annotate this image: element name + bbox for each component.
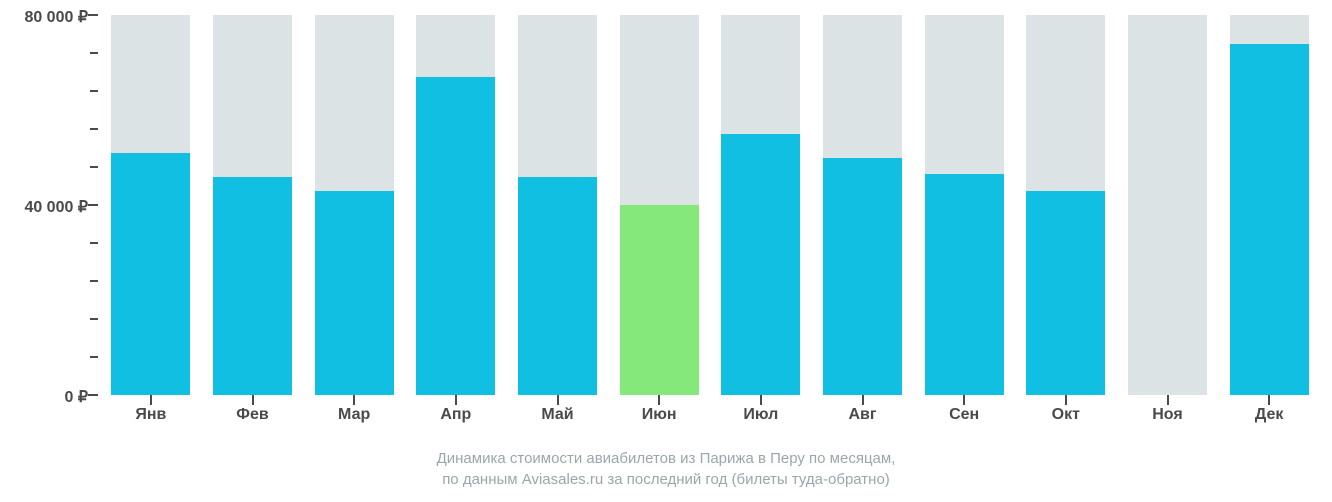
x-axis-label: Апр <box>405 406 507 424</box>
y-axis-label: 0 ₽ <box>64 387 88 407</box>
caption-line-2: по данным Aviasales.ru за последний год … <box>442 471 890 488</box>
x-tick <box>252 395 254 405</box>
bar-slot <box>111 15 190 395</box>
bar-background <box>1128 15 1207 395</box>
x-tick <box>353 395 355 405</box>
x-axis-label: Янв <box>100 406 202 424</box>
x-tick <box>1065 395 1067 405</box>
bar-value <box>823 158 902 396</box>
x-axis-label: Июн <box>608 406 710 424</box>
bar-slot <box>823 15 902 395</box>
x-tick <box>760 395 762 405</box>
x-axis-label: Авг <box>812 406 914 424</box>
y-tick-minor <box>90 90 98 92</box>
y-tick-minor <box>90 52 98 54</box>
x-axis-label: Мар <box>303 406 405 424</box>
x-tick <box>963 395 965 405</box>
bar-slot <box>620 15 699 395</box>
x-axis-label: Май <box>507 406 609 424</box>
bar-slot <box>416 15 495 395</box>
bar-slot <box>1128 15 1207 395</box>
x-axis-label: Окт <box>1015 406 1117 424</box>
x-tick <box>557 395 559 405</box>
bar-slot <box>315 15 394 395</box>
x-tick <box>455 395 457 405</box>
x-axis-label: Июл <box>710 406 812 424</box>
bar-slot <box>213 15 292 395</box>
x-axis-label: Сен <box>913 406 1015 424</box>
x-axis-label: Ноя <box>1117 406 1219 424</box>
caption-line-1: Динамика стоимости авиабилетов из Парижа… <box>437 450 896 467</box>
y-axis-label: 80 000 ₽ <box>24 7 88 27</box>
bar-slot <box>1230 15 1309 395</box>
plot-area <box>100 15 1320 395</box>
bar-value <box>416 77 495 395</box>
bar-value <box>925 174 1004 395</box>
bar-value <box>111 153 190 395</box>
bar-slot <box>1026 15 1105 395</box>
bar-value <box>1230 44 1309 396</box>
bar-value <box>620 205 699 395</box>
x-tick <box>862 395 864 405</box>
bar-value <box>315 191 394 395</box>
y-tick-major <box>88 14 98 16</box>
x-axis-label: Дек <box>1218 406 1320 424</box>
bar-value <box>518 177 597 396</box>
x-axis-label: Фев <box>202 406 304 424</box>
y-tick-minor <box>90 356 98 358</box>
y-tick-minor <box>90 318 98 320</box>
y-tick-major <box>88 204 98 206</box>
y-tick-major <box>88 394 98 396</box>
bar-value <box>721 134 800 395</box>
bar-slot <box>925 15 1004 395</box>
x-tick <box>150 395 152 405</box>
y-axis-label: 40 000 ₽ <box>24 197 88 217</box>
x-tick <box>658 395 660 405</box>
y-tick-minor <box>90 280 98 282</box>
y-tick-minor <box>90 166 98 168</box>
x-tick <box>1268 395 1270 405</box>
y-tick-minor <box>90 242 98 244</box>
bar-slot <box>518 15 597 395</box>
bar-value <box>213 177 292 396</box>
y-tick-minor <box>90 128 98 130</box>
price-bar-chart: 80 000 ₽ 40 000 ₽ 0 ₽ ЯнвФевМарАпрМайИюн… <box>0 0 1332 502</box>
x-tick <box>1167 395 1169 405</box>
bar-slot <box>721 15 800 395</box>
bar-value <box>1026 191 1105 395</box>
chart-caption: Динамика стоимости авиабилетов из Парижа… <box>0 448 1332 490</box>
